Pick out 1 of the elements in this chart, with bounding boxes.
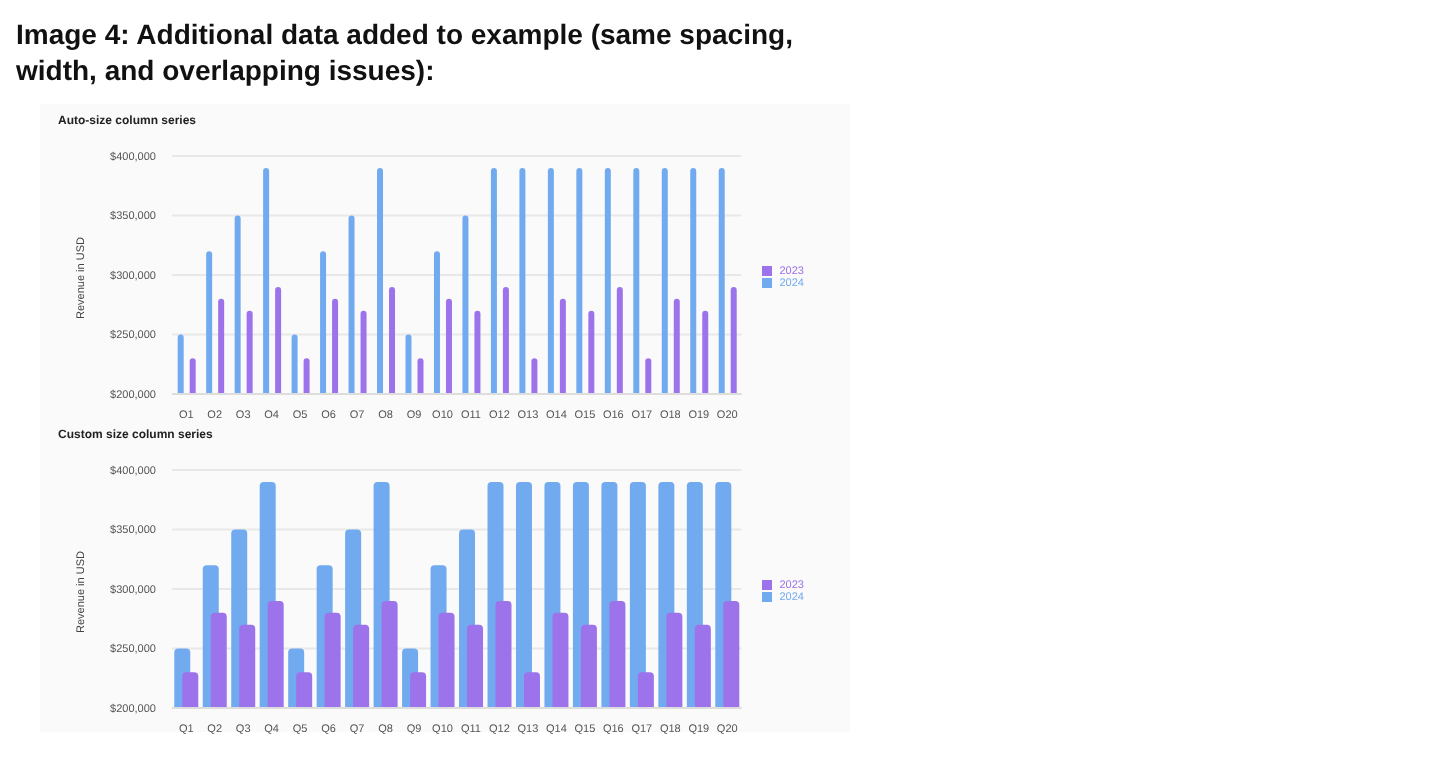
text: Image 4: Additional data added to example (same spacing, width, and overlapping issues):	[16, 16, 795, 88]
